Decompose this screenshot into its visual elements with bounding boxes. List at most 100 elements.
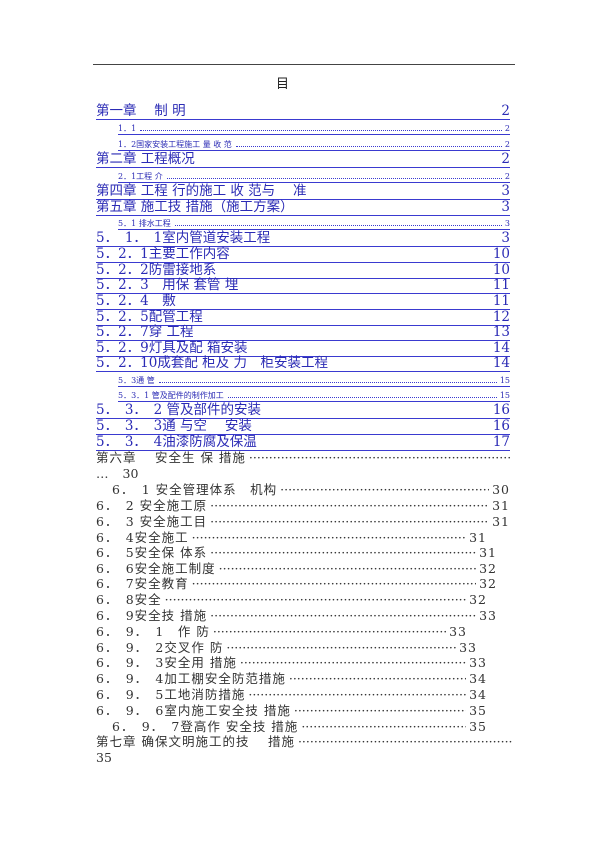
leader-dots — [140, 130, 502, 131]
toc-entry-page: 32 — [479, 576, 497, 591]
leader-dots: … — [96, 466, 109, 481]
toc-entry-title: 6． 4安全施工 — [96, 530, 189, 545]
toc-entry-page: 34 — [469, 671, 487, 686]
toc-link[interactable]: 5． 1． 1室内管道安装工程 3 — [96, 230, 510, 247]
toc-entry-title: 6． 5安全保 体系 — [96, 545, 208, 560]
toc-link-title: 第一章 制 明 — [96, 103, 186, 119]
toc-link[interactable]: 5．2．7穿 工程 13 — [96, 324, 510, 341]
leader-dots — [298, 734, 512, 749]
toc-entry-title: 6． 9． 4加工棚安全防范措施 — [96, 671, 286, 686]
toc-link[interactable]: 1．1 2 — [118, 122, 510, 135]
toc-entry-page: 33 — [479, 608, 497, 623]
leader-dots — [158, 382, 497, 383]
toc-link-title: 5． 3． 3通 与空 安装 — [96, 418, 252, 434]
toc-link[interactable]: 5． 3． 4油漆防腐及保温 17 — [96, 434, 510, 451]
toc-entry-page: 30 — [492, 482, 510, 497]
toc-link-title: 5．2．7穿 工程 — [96, 324, 194, 340]
toc-link[interactable]: 第四章 工程 行的施工 收 范与 准 3 — [96, 183, 510, 200]
leader-dots — [210, 514, 489, 529]
toc-entry-title: 6． 9． 2交叉作 防 — [96, 640, 224, 655]
toc-entry: 6． 9． 7登高作 安全技 措施 35 — [112, 719, 487, 734]
toc-link[interactable]: 5． 3． 3通 与空 安装 16 — [96, 418, 510, 435]
leader-dots — [192, 530, 466, 545]
toc-chapter-6-continued: … 30 — [96, 466, 138, 481]
toc-link[interactable]: 第五章 施工技 措施（施工方案） 3 — [96, 199, 510, 216]
leader-dots — [210, 545, 476, 560]
toc-link[interactable]: 5．3．1 管及配件的制作加工 15 — [118, 389, 510, 402]
toc-link-title: 1．1 — [118, 124, 137, 133]
toc-entry-title: 6． 9． 6室内施工安全技 措施 — [96, 703, 291, 718]
toc-link-page: 16 — [492, 418, 510, 434]
toc-chapter-6: 第六章 安全生 保 措施 — [96, 450, 515, 465]
toc-entry: 6． 9． 4加工棚安全防范措施 34 — [96, 671, 487, 686]
toc-entry: 6． 4安全施工 31 — [96, 530, 487, 545]
toc-link-title: 5．3．1 管及配件的制作加工 — [118, 391, 224, 400]
toc-link[interactable]: 5．2．10成套配 柜及 力 柜安装工程 14 — [96, 355, 510, 372]
toc-entry-title: 6． 9． 1 作 防 — [96, 624, 210, 639]
toc-link-page: 17 — [492, 434, 510, 450]
toc-link[interactable]: 2．1工程 介 2 — [118, 170, 510, 183]
leader-dots — [210, 498, 489, 513]
toc-entry: 6． 9． 3安全用 措施 33 — [96, 655, 487, 670]
toc-link[interactable]: 第一章 制 明 2 — [96, 103, 510, 120]
toc-entry-title: 6． 2 安全施工原 — [96, 498, 208, 513]
toc-entry-title: 6． 9安全技 措施 — [96, 608, 208, 623]
toc-entry: 6． 9． 2交叉作 防 33 — [96, 640, 477, 655]
toc-link-title: 第四章 工程 行的施工 收 范与 准 — [96, 183, 307, 199]
toc-link-page: 15 — [499, 376, 510, 385]
toc-link-page: 2 — [501, 151, 510, 167]
toc-entry-page: 35 — [469, 703, 487, 718]
toc-link[interactable]: 5．2．9灯具及配 箱安装 14 — [96, 340, 510, 357]
leader-dots — [166, 178, 502, 179]
toc-entry: 6． 7安全教育 32 — [96, 576, 497, 591]
toc-link-title: 5． 3． 4油漆防腐及保温 — [96, 434, 257, 450]
toc-entry-title: 第六章 安全生 保 措施 — [96, 450, 246, 465]
leader-dots — [240, 655, 466, 670]
toc-link[interactable]: 5．2．1主要工作内容 10 — [96, 246, 510, 263]
toc-entry-page: 32 — [469, 592, 487, 607]
toc-entry-page: 31 — [492, 514, 510, 529]
toc-link[interactable]: 5．2．3 用保 套管 埋 11 — [96, 277, 510, 294]
toc-link-title: 2．1工程 介 — [118, 172, 163, 181]
toc-entry-title: 6． 8安全 — [96, 592, 162, 607]
toc-link[interactable]: 5．2．4 敷 11 — [96, 293, 510, 310]
toc-entry-title: 6． 1 安全管理体系 机构 — [112, 482, 278, 497]
leader-dots — [280, 482, 489, 497]
toc-entry: 6． 1 安全管理体系 机构 30 — [112, 482, 510, 497]
toc-link[interactable]: 5．2．5配管工程 12 — [96, 309, 510, 326]
leader-dots — [294, 703, 466, 718]
toc-entry: 6． 9安全技 措施 33 — [96, 608, 497, 623]
toc-link-page: 14 — [492, 340, 510, 356]
leader-dots — [210, 608, 476, 623]
toc-link-title: 5．2．5配管工程 — [96, 309, 203, 325]
toc-link[interactable]: 5．1 排水工程 3 — [118, 217, 510, 230]
toc-link-page: 2 — [501, 103, 510, 119]
toc-entry: 6． 9． 5工地消防措施 34 — [96, 687, 487, 702]
toc-link[interactable]: 5．3通 管 15 — [118, 374, 510, 387]
toc-link[interactable]: 1．2国家安装工程施工 量 收 范 2 — [118, 138, 510, 151]
toc-entry: 6． 8安全 32 — [96, 592, 487, 607]
toc-entry-title: 6． 7安全教育 — [96, 576, 189, 591]
toc-entry-page: 31 — [479, 545, 497, 560]
toc-link-page: 12 — [492, 309, 510, 325]
toc-link[interactable]: 5．2．2防雷接地系 10 — [96, 262, 510, 279]
toc-link-page: 3 — [501, 183, 510, 199]
toc-entry: 6． 6安全施工制度 32 — [96, 561, 497, 576]
leader-dots — [192, 576, 476, 591]
leader-dots — [248, 687, 466, 702]
toc-link[interactable]: 第二章 工程概况 2 — [96, 151, 510, 168]
leader-dots — [165, 592, 466, 607]
toc-title: 目 — [276, 77, 290, 92]
toc-entry-title: 第七章 确保文明施工的技 措施 — [96, 734, 295, 749]
toc-link-page: 11 — [492, 293, 510, 309]
toc-entry: 6． 2 安全施工原 31 — [96, 498, 510, 513]
toc-link-title: 5．3通 管 — [118, 376, 155, 385]
toc-link[interactable]: 5． 3． 2 管及部件的安装 16 — [96, 402, 510, 419]
toc-chapter-7: 第七章 确保文明施工的技 措施 — [96, 734, 515, 749]
toc-link-page: 14 — [492, 355, 510, 371]
toc-link-title: 5．1 排水工程 — [118, 219, 171, 228]
toc-entry-page: 33 — [469, 655, 487, 670]
toc-link-page: 2 — [504, 140, 510, 149]
toc-entry: 6． 9． 1 作 防 33 — [96, 624, 467, 639]
